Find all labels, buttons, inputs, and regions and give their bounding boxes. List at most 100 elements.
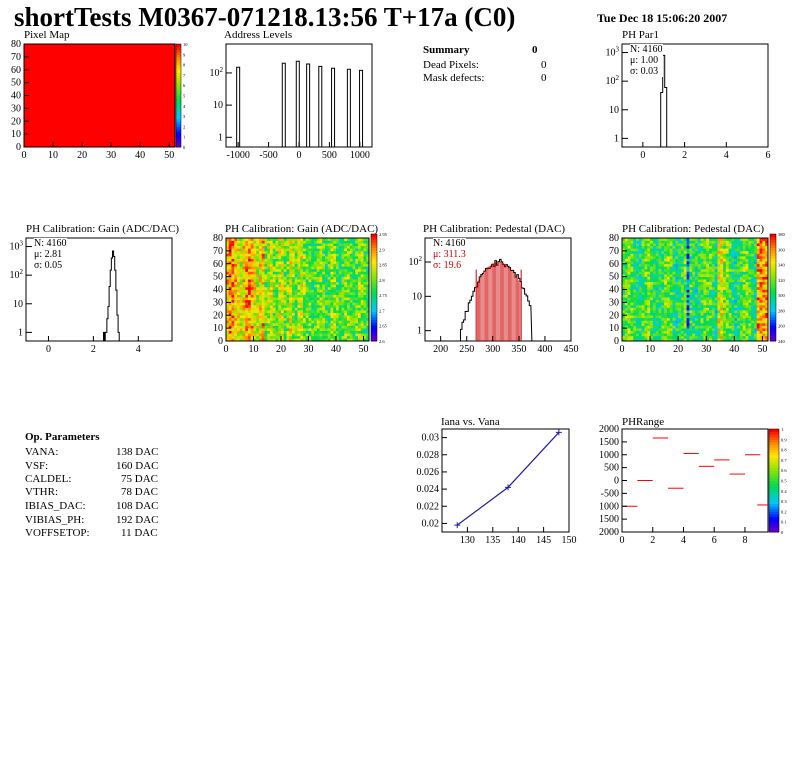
gain-map-cell (308, 322, 312, 326)
pedestal-map-cell (695, 292, 699, 295)
pedestal-map-cell (734, 245, 738, 249)
gain-map-cell (253, 294, 257, 298)
pedestal-map-cell (717, 271, 721, 275)
pedestal-map-cell (644, 240, 648, 244)
gain-map-cell (292, 333, 296, 337)
gain-map-cell (294, 284, 298, 288)
gain-map-cell (336, 266, 340, 270)
gain-map-cell (259, 266, 263, 270)
gain-map-cell (275, 286, 279, 290)
pedestal-map-cell (731, 317, 735, 321)
pedestal-map-cell (731, 256, 735, 259)
pedestal-map-cell (759, 299, 763, 303)
pedestal-map-cell (644, 245, 648, 249)
pedestal-map-cell (709, 266, 713, 270)
gain-map-cell (325, 312, 329, 316)
pedestal-map-cell (655, 245, 659, 249)
gain-map-cell (327, 315, 331, 319)
pedestal-map-cell (630, 238, 634, 241)
gain-map-cell (319, 258, 323, 262)
pedestal-map-cell (703, 279, 707, 283)
gain-map-cell (256, 284, 260, 288)
gain-map-cell (248, 289, 252, 293)
pedestal-map-cell (711, 238, 715, 241)
gain-map-cell (226, 286, 230, 290)
pedestal-map-cell (695, 312, 699, 316)
pedestal-map-colorbar-cell (770, 266, 776, 270)
pedestal-map-cell (672, 322, 676, 326)
pedestal-map-cell (695, 330, 699, 334)
pedestal-map-colorbar-label: 300 (778, 293, 786, 298)
pedestal-map-cell (672, 338, 676, 342)
gain-map-cell (347, 286, 351, 290)
pedestal-map-cell (683, 271, 687, 275)
pedestal-map-cell (720, 307, 724, 311)
gain-map-cell (228, 279, 232, 283)
pedestal-map-cell (748, 238, 752, 241)
gain-map-cell (292, 253, 296, 257)
gain-map-cell (231, 328, 235, 332)
pedestal-map-cell (644, 328, 648, 332)
gain-map-cell (303, 330, 307, 334)
gain-map-cell (292, 328, 296, 332)
gain-map-cell (325, 317, 329, 321)
gain-map-cell (352, 302, 356, 306)
gain-map-cell (336, 281, 340, 285)
gain-map-cell (253, 284, 257, 288)
pedestal-map-cell (672, 289, 676, 293)
pedestal-map-cell (658, 333, 662, 337)
gain-map-cell (358, 276, 362, 280)
pedestal-map-cell (751, 261, 755, 265)
gain-map-cell (305, 276, 309, 280)
pedestal-map-cell (739, 330, 744, 334)
pedestal-map-cell (630, 286, 634, 290)
pedestal-map-cell (742, 238, 746, 241)
gain-map-cell (358, 248, 362, 252)
pedestal-map-cell (647, 299, 651, 303)
gain-map-cell (259, 253, 263, 257)
pedestal-map-cell (739, 289, 744, 293)
gain-map-cell (272, 302, 276, 306)
pedestal-map-cell (689, 333, 693, 337)
gain-map-cell (363, 317, 367, 321)
pedestal-map-cell (751, 322, 755, 326)
pedestal-map-cell (683, 307, 687, 311)
pedestal-map-cell (652, 302, 656, 306)
pedestal-map-cell (661, 279, 665, 283)
pedestal-map-cell (675, 320, 679, 324)
gain-map-cell (281, 243, 285, 247)
pedestal-map-cell (745, 302, 749, 306)
gain-map-cell (286, 279, 290, 283)
gain-map-cell (325, 299, 329, 303)
gain-map-cell (278, 263, 282, 267)
gain-map-cell (325, 307, 329, 311)
gain-map-cell (333, 328, 337, 332)
gain-map-cell (292, 322, 296, 326)
gain-map-cell (286, 250, 290, 254)
gain-map-cell (325, 325, 329, 329)
pedestal-map-cell (765, 299, 769, 303)
pedestal-map-cell (737, 256, 741, 259)
pedestal-map-ytick-label: 30 (609, 297, 619, 308)
gain-map-cell (352, 245, 356, 249)
gain-map-cell (344, 338, 348, 342)
gain-map-cell (338, 297, 342, 301)
pedestal-map-cell (700, 258, 704, 262)
pedestal-map-cell (658, 310, 662, 313)
gain-map-cell (283, 312, 287, 316)
pedestal-map-cell (636, 297, 640, 301)
pedestal-map-cell (756, 248, 760, 252)
gain-map-cell (228, 325, 232, 329)
gain-map-cell (338, 266, 342, 270)
gain-map-cell (226, 333, 230, 337)
gain-map-cell (303, 243, 307, 247)
gain-map-cell (336, 268, 340, 272)
pedestal-map-cell (706, 335, 710, 339)
pedestal-map-cell (751, 268, 755, 272)
pedestal-map-cell (731, 322, 735, 326)
pedestal-map-cell (664, 310, 668, 313)
gain-map-cell (278, 248, 282, 252)
gain-map-cell (289, 292, 293, 295)
pedestal-map-cell (737, 322, 741, 326)
pedestal-map-cell (686, 274, 690, 277)
